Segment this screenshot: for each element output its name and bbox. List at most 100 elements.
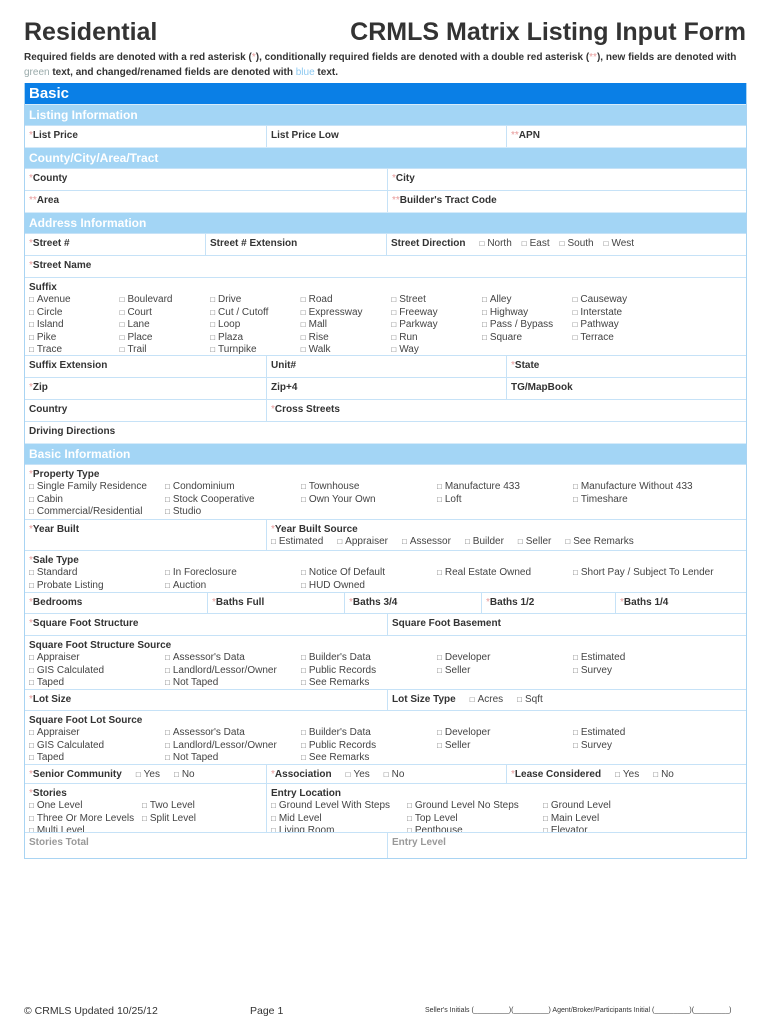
checkbox-icon[interactable]: □ bbox=[29, 580, 34, 590]
field-unit[interactable]: Unit# bbox=[266, 356, 506, 377]
option-yes[interactable]: □ Yes bbox=[615, 769, 639, 782]
checkbox-icon[interactable]: □ bbox=[165, 740, 170, 750]
checkbox-icon[interactable]: □ bbox=[407, 801, 412, 810]
checkbox-icon[interactable]: □ bbox=[119, 307, 125, 317]
option-survey[interactable]: □ Survey bbox=[573, 665, 709, 678]
checkbox-icon[interactable]: □ bbox=[29, 295, 34, 304]
option-main-level[interactable]: □ Main Level bbox=[543, 813, 679, 826]
option-taped[interactable]: □ Taped bbox=[29, 677, 165, 689]
checkbox-icon[interactable]: □ bbox=[464, 537, 470, 546]
field-baths-1-4[interactable]: *Baths 1/4 bbox=[615, 593, 746, 613]
checkbox-icon[interactable]: □ bbox=[29, 728, 34, 737]
checkbox-icon[interactable]: □ bbox=[481, 295, 487, 304]
option-street[interactable]: □ Street bbox=[391, 294, 482, 307]
option-assessor[interactable]: □ Assessor bbox=[402, 536, 451, 549]
checkbox-icon[interactable]: □ bbox=[135, 770, 141, 779]
option-pass-bypass[interactable]: □ Pass / Bypass bbox=[482, 319, 573, 332]
field-area[interactable]: **Area bbox=[25, 191, 387, 212]
checkbox-icon[interactable]: □ bbox=[301, 740, 306, 750]
option-ground-level-no-steps[interactable]: □ Ground Level No Steps bbox=[407, 800, 543, 813]
option-public-records[interactable]: □ Public Records bbox=[301, 665, 437, 678]
option-loft[interactable]: □ Loft bbox=[437, 494, 573, 507]
checkbox-icon[interactable]: □ bbox=[573, 665, 578, 675]
field-entry-location[interactable]: Entry Location □ Ground Level With Steps □ G… bbox=[266, 784, 746, 832]
option-lane[interactable]: □ Lane bbox=[120, 319, 211, 332]
option-stock-cooperative[interactable]: □ Stock Cooperative bbox=[165, 494, 301, 507]
checkbox-icon[interactable]: □ bbox=[479, 239, 485, 248]
option-alley[interactable]: □ Alley bbox=[482, 294, 573, 307]
checkbox-icon[interactable]: □ bbox=[572, 320, 578, 329]
checkbox-icon[interactable]: □ bbox=[142, 813, 147, 823]
checkbox-icon[interactable]: □ bbox=[301, 678, 306, 687]
checkbox-icon[interactable]: □ bbox=[29, 507, 34, 516]
checkbox-icon[interactable]: □ bbox=[119, 295, 125, 304]
option-estimated[interactable]: □ Estimated bbox=[271, 536, 323, 549]
option-penthouse[interactable]: □ Penthouse bbox=[407, 825, 543, 832]
checkbox-icon[interactable]: □ bbox=[603, 239, 609, 248]
checkbox-icon[interactable]: □ bbox=[165, 678, 170, 687]
option-walk[interactable]: □ Walk bbox=[301, 344, 392, 355]
field-city[interactable]: *City bbox=[387, 169, 746, 190]
checkbox-icon[interactable]: □ bbox=[29, 653, 34, 662]
checkbox-icon[interactable]: □ bbox=[29, 307, 34, 317]
option-plaza[interactable]: □ Plaza bbox=[210, 332, 301, 345]
option-see-remarks[interactable]: □ See Remarks bbox=[301, 677, 437, 689]
checkbox-icon[interactable]: □ bbox=[615, 770, 620, 779]
checkbox-icon[interactable]: □ bbox=[383, 770, 389, 779]
option-pathway[interactable]: □ Pathway bbox=[573, 319, 664, 332]
option-multi-level[interactable]: □ Multi Level bbox=[29, 825, 142, 832]
checkbox-icon[interactable]: □ bbox=[401, 537, 407, 546]
option-condominium[interactable]: □ Condominium bbox=[165, 481, 301, 494]
option-cabin[interactable]: □ Cabin bbox=[29, 494, 165, 507]
field-list-price-low[interactable]: List Price Low bbox=[266, 126, 506, 147]
option-seller[interactable]: □ Seller bbox=[518, 536, 551, 549]
option-rise[interactable]: □ Rise bbox=[301, 332, 392, 345]
option-east[interactable]: □ East bbox=[522, 238, 550, 251]
option-circle[interactable]: □ Circle bbox=[29, 307, 120, 320]
option-standard[interactable]: □ Standard bbox=[29, 567, 165, 580]
option-auction[interactable]: □ Auction bbox=[165, 580, 301, 593]
option-builder-s-data[interactable]: □ Builder's Data bbox=[301, 652, 437, 665]
checkbox-icon[interactable]: □ bbox=[271, 813, 276, 823]
checkbox-icon[interactable]: □ bbox=[391, 295, 397, 304]
option-sqft[interactable]: □ Sqft bbox=[517, 694, 543, 707]
checkbox-icon[interactable]: □ bbox=[210, 295, 216, 304]
field-zip[interactable]: *Zip bbox=[25, 378, 266, 399]
field-lease-considered[interactable]: *Lease Considered □ Yes □ No bbox=[506, 765, 746, 783]
field-street-extension[interactable]: Street # Extension bbox=[205, 234, 386, 255]
field-sale-type[interactable]: *Sale Type □ Standard □ In Foreclosure □ Notic… bbox=[25, 551, 746, 592]
checkbox-icon[interactable]: □ bbox=[543, 826, 548, 832]
checkbox-icon[interactable]: □ bbox=[565, 537, 571, 546]
option-trail[interactable]: □ Trail bbox=[120, 344, 211, 355]
option-hud-owned[interactable]: □ HUD Owned bbox=[301, 580, 437, 593]
option-ground-level[interactable]: □ Ground Level bbox=[543, 800, 679, 813]
field-list-price[interactable]: *List Price bbox=[25, 126, 266, 147]
option-no[interactable]: □ No bbox=[174, 769, 195, 782]
option-parkway[interactable]: □ Parkway bbox=[391, 319, 482, 332]
option-seller[interactable]: □ Seller bbox=[437, 740, 573, 753]
option-real-estate-owned[interactable]: □ Real Estate Owned bbox=[437, 567, 573, 580]
option-run[interactable]: □ Run bbox=[391, 332, 482, 345]
field-senior-community[interactable]: *Senior Community □ Yes □ No bbox=[25, 765, 266, 783]
option-ground-level-with-steps[interactable]: □ Ground Level With Steps bbox=[271, 800, 407, 813]
checkbox-icon[interactable]: □ bbox=[572, 332, 578, 342]
option-appraiser[interactable]: □ Appraiser bbox=[337, 536, 388, 549]
option-place[interactable]: □ Place bbox=[120, 332, 211, 345]
field-suffix-extension[interactable]: Suffix Extension bbox=[25, 356, 266, 377]
checkbox-icon[interactable]: □ bbox=[29, 345, 34, 354]
checkbox-icon[interactable]: □ bbox=[165, 494, 170, 504]
option-top-level[interactable]: □ Top Level bbox=[407, 813, 543, 826]
field-tg-mapbook[interactable]: TG/MapBook bbox=[506, 378, 746, 399]
checkbox-icon[interactable]: □ bbox=[481, 332, 487, 342]
option-causeway[interactable]: □ Causeway bbox=[573, 294, 664, 307]
checkbox-icon[interactable]: □ bbox=[119, 345, 125, 354]
field-square-foot-structure[interactable]: *Square Foot Structure bbox=[25, 614, 387, 635]
option-one-level[interactable]: □ One Level bbox=[29, 800, 142, 813]
checkbox-icon[interactable]: □ bbox=[165, 728, 170, 737]
field-street[interactable]: *Street # bbox=[25, 234, 205, 255]
field-year-built[interactable]: *Year Built bbox=[25, 520, 266, 550]
checkbox-icon[interactable]: □ bbox=[407, 813, 412, 823]
option-builder[interactable]: □ Builder bbox=[465, 536, 504, 549]
option-public-records[interactable]: □ Public Records bbox=[301, 740, 437, 753]
checkbox-icon[interactable]: □ bbox=[437, 740, 442, 750]
